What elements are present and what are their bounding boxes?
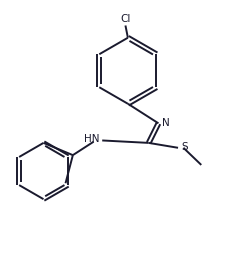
Text: S: S: [181, 142, 188, 152]
Text: HN: HN: [84, 134, 100, 144]
Text: N: N: [162, 118, 170, 128]
Text: Cl: Cl: [120, 14, 131, 24]
